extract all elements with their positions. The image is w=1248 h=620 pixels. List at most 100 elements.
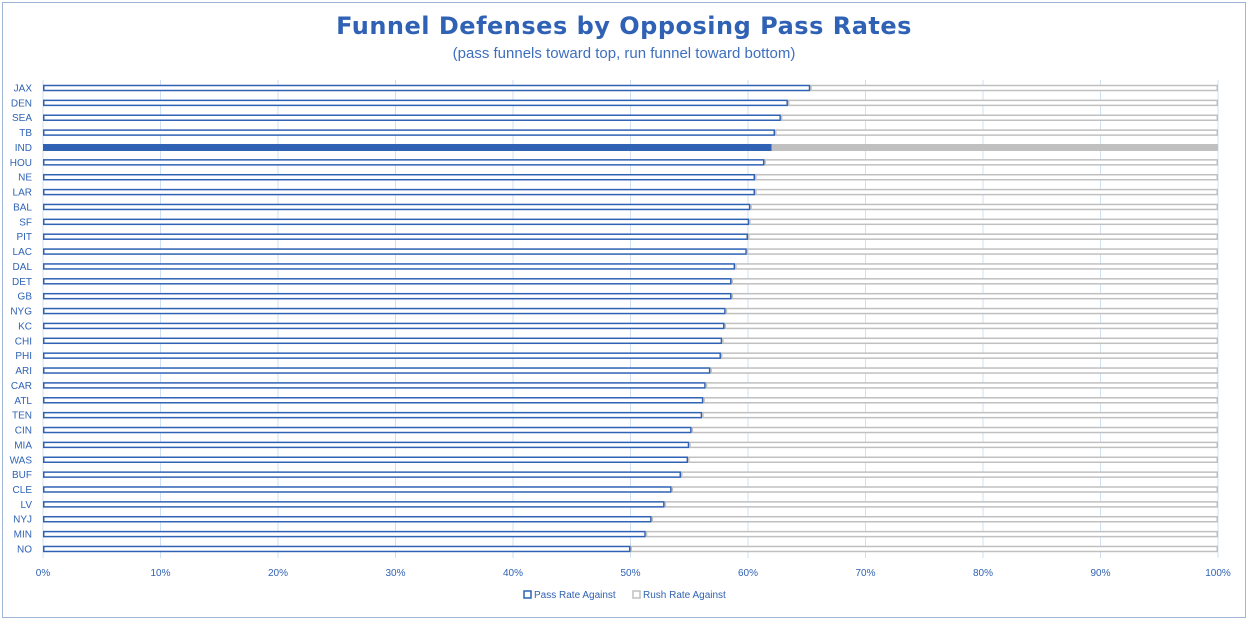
bar-pass-rate <box>43 367 711 374</box>
bar-rush-rate <box>702 411 1218 419</box>
bar-rush-rate <box>810 84 1219 92</box>
bar-rush-rate <box>764 159 1218 166</box>
bar-rush-rate <box>651 515 1218 523</box>
category-label: TEN <box>12 411 32 422</box>
category-label: NYG <box>10 307 32 318</box>
bar-rush-rate <box>746 248 1218 255</box>
bar-pass-rate <box>43 218 750 226</box>
bar-rush-rate <box>725 307 1218 315</box>
legend-label-pass: Pass Rate Against <box>534 590 616 601</box>
category-label: ARI <box>15 366 32 377</box>
bar-pass-rate <box>43 143 772 151</box>
bar-rush-rate <box>703 397 1218 404</box>
category-labels: JAX DEN SEA TB IND HOU NE LAR BAL SF PIT LAC DAL DET G… <box>10 84 33 556</box>
bar-pass-rate <box>43 382 706 389</box>
category-label: DET <box>12 277 32 288</box>
legend-label-rush: Rush Rate Against <box>643 590 726 601</box>
bar-rush-rate <box>780 114 1219 121</box>
bar-pass-rate <box>43 114 781 121</box>
x-tick-label: 0% <box>36 568 51 579</box>
bar-rush-rate <box>755 173 1218 181</box>
category-label: BUF <box>12 470 32 481</box>
bar-rush-rate <box>710 367 1219 374</box>
bar-rush-rate <box>731 292 1218 300</box>
bar-rush-rate <box>735 263 1218 270</box>
x-tick-label: 100% <box>1205 568 1231 579</box>
category-label: SF <box>19 217 32 228</box>
category-label: IND <box>15 143 32 154</box>
category-label: HOU <box>10 158 32 169</box>
chart-title: Funnel Defenses by Opposing Pass Rates <box>336 12 912 40</box>
legend: Pass Rate Against Rush Rate Against <box>523 590 726 601</box>
bar-rush-rate <box>688 456 1218 463</box>
category-label: CHI <box>15 336 32 347</box>
bar-pass-rate <box>43 278 732 285</box>
category-label: KC <box>18 321 32 332</box>
bar-rush-rate <box>749 218 1218 226</box>
x-tick-label: 90% <box>1090 568 1110 579</box>
bar-rush-rate <box>731 278 1218 285</box>
bar-pass-rate <box>43 173 756 181</box>
x-tick-label: 70% <box>855 568 875 579</box>
category-label: SEA <box>12 113 32 124</box>
category-label: LAR <box>13 188 32 199</box>
bar-rush-rate <box>691 426 1218 434</box>
bar-rush-rate <box>681 471 1218 478</box>
bar-rush-rate <box>787 99 1218 107</box>
category-label: CAR <box>11 381 32 392</box>
x-tick-label: 30% <box>385 568 405 579</box>
bar-pass-rate <box>43 292 732 300</box>
legend-swatch-rush <box>632 590 641 599</box>
legend-swatch-pass <box>523 590 532 599</box>
bar-rush-rate <box>775 129 1219 136</box>
bar-pass-rate <box>43 99 788 107</box>
x-tick-label: 20% <box>268 568 288 579</box>
category-label: LV <box>21 500 33 511</box>
bar-rush-rate <box>645 530 1218 538</box>
category-label: LAC <box>13 247 32 258</box>
bar-rush-rate <box>689 441 1218 449</box>
category-label: BAL <box>13 202 32 213</box>
bar-pass-rate <box>43 456 689 463</box>
category-label: NYJ <box>13 515 32 526</box>
category-label: PHI <box>15 351 32 362</box>
x-axis-ticks: 0% 10% 20% 30% 40% 50% 60% 70% 80% 90% 100% <box>36 568 1231 579</box>
bar-pass-rate <box>43 501 665 508</box>
bar-pass-rate <box>43 307 726 315</box>
bar-rush-rate <box>771 143 1218 151</box>
bar-pass-rate <box>43 397 704 404</box>
bar-rush-rate <box>748 233 1218 240</box>
bar-pass-rate <box>43 426 692 434</box>
bar-pass-rate <box>43 159 765 166</box>
bar-pass-rate <box>43 486 672 493</box>
bar-pass-rate <box>43 352 721 359</box>
bar-rush-rate <box>630 545 1218 553</box>
x-tick-label: 50% <box>620 568 640 579</box>
bars <box>43 84 1219 553</box>
category-label: TB <box>19 128 32 139</box>
category-label: WAS <box>10 455 33 466</box>
bar-pass-rate <box>43 188 756 196</box>
category-label: DAL <box>13 262 33 273</box>
x-tick-label: 10% <box>150 568 170 579</box>
category-label: NO <box>17 544 32 555</box>
bar-rush-rate <box>722 337 1219 345</box>
x-tick-label: 60% <box>738 568 758 579</box>
bar-rush-rate <box>755 188 1218 196</box>
bar-pass-rate <box>43 530 646 538</box>
bar-rush-rate <box>671 486 1218 493</box>
category-label: GB <box>18 292 33 303</box>
category-label: JAX <box>14 84 33 95</box>
category-label: CLE <box>13 485 33 496</box>
bar-pass-rate <box>43 263 736 270</box>
bar-pass-rate <box>43 248 747 255</box>
bar-pass-rate <box>43 411 703 419</box>
bar-pass-rate <box>43 515 652 523</box>
bar-pass-rate <box>43 322 725 330</box>
bar-pass-rate <box>43 471 682 478</box>
bar-rush-rate <box>705 382 1218 389</box>
bar-rush-rate <box>750 203 1218 211</box>
category-label: CIN <box>15 426 32 437</box>
category-label: DEN <box>11 98 32 109</box>
bar-pass-rate <box>43 129 776 136</box>
